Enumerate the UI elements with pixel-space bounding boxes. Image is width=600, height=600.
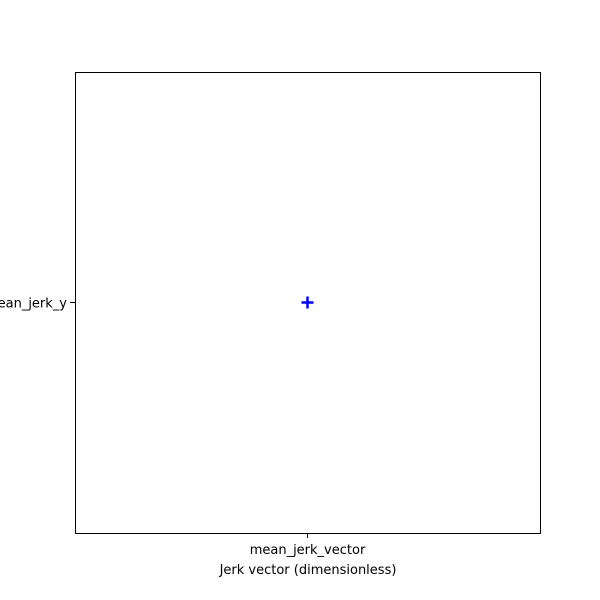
data-points	[301, 296, 314, 309]
x-tick-label: mean_jerk_vector	[250, 543, 366, 558]
y-tick-label: mean_jerk_y	[0, 297, 67, 312]
y-axis-ticks: mean_jerk_y	[0, 297, 75, 312]
data-point-plus-marker	[301, 296, 314, 309]
x-axis-label: Jerk vector (dimensionless)	[219, 563, 397, 578]
x-axis-ticks: mean_jerk_vector	[250, 533, 366, 558]
